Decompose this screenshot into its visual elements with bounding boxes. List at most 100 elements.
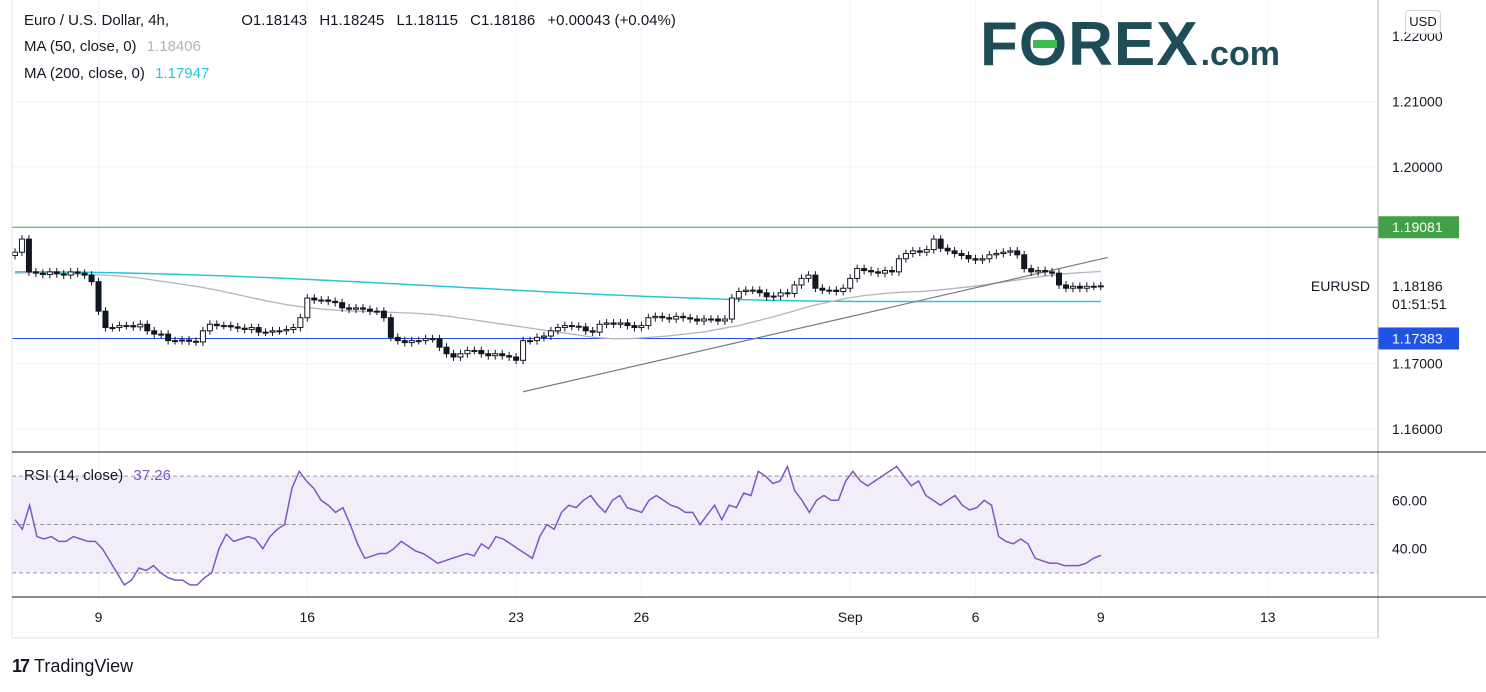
candle-body [144,323,151,332]
candle-body [854,268,861,279]
open-value: O1.18143 [241,12,308,29]
rsi-label: RSI (14, close) [24,467,124,484]
candle-body [784,292,791,295]
time-tick-label: 9 [95,609,103,625]
candle-body [944,247,951,252]
time-tick-label: 6 [972,609,980,625]
low-value: L1.18115 [396,12,458,29]
price-tick-label: 1.20000 [1392,159,1443,175]
candle-body [32,271,39,274]
forex-logo: FOREX.com [980,14,1280,76]
time-tick-label: 9 [1097,609,1105,625]
candle-body [875,271,882,274]
candle-body [937,238,944,249]
candle-body [373,310,380,313]
candle-body [88,274,95,283]
tradingview-logo[interactable]: 17 TradingView [12,656,133,677]
candle-body [756,289,763,294]
price-tick-label: 1.16000 [1392,421,1443,437]
candle-body [290,327,297,331]
candle-body [158,333,165,336]
candle-body [213,323,220,327]
candle-body [624,322,631,327]
candle-body [520,340,527,361]
rsi-legend[interactable]: RSI (14, close) 37.26 [24,467,171,484]
candle-body [457,353,464,358]
candle-body [499,353,506,357]
candle-body [610,322,617,325]
logo-suffix: .com [1200,35,1280,73]
logo-letter-f: F [980,10,1019,79]
candle-body [60,273,67,276]
candle-body [582,326,589,332]
candle-body [353,307,360,310]
candle-body [1035,270,1042,273]
candle-body [18,238,25,253]
rsi-tick-label: 40.00 [1392,541,1427,557]
level-label: 1.19081 [1392,219,1443,235]
candle-body [408,340,415,344]
candle-body [951,250,958,255]
candle-body [360,307,366,310]
candle-body [485,353,492,357]
candle-body [979,258,986,261]
candle-body [589,330,596,333]
price-tick-label: 1.17000 [1392,356,1443,372]
ma200-value: 1.17947 [155,65,210,82]
change-value: +0.00043 (+0.04%) [547,12,676,29]
candle-body [895,258,902,273]
candle-body [109,327,116,330]
candle-body [972,258,979,261]
candle-body [1090,285,1097,288]
candle-body [561,325,568,329]
candle-body [137,323,144,328]
candle-body [742,289,749,293]
candle-body [540,335,547,338]
candle-body [227,325,234,328]
candle-body [861,268,868,272]
candle-body [617,322,624,325]
candle-body [554,327,561,332]
candle-body [165,333,172,342]
candle-body [749,289,756,292]
candle-body [840,287,847,293]
currency-button[interactable]: USD [1405,10,1441,34]
level-label-bg [1378,327,1459,350]
candle-body [673,315,680,320]
last-price-label: 1.18186 [1392,278,1443,294]
candle-body [680,315,687,319]
candle-body [1042,270,1049,273]
candle-body [666,317,673,320]
candle-body [819,287,826,291]
candle-body [1000,251,1007,255]
candle-body [1049,271,1056,274]
candle-body [67,271,74,276]
candle-body [868,270,875,273]
candle-body [206,323,213,332]
candle-body [102,310,109,329]
candle-body [791,284,798,294]
ma200-legend[interactable]: MA (200, close, 0) 1.17947 [24,65,209,82]
time-tick-label: 16 [300,609,316,625]
candle-body [74,271,81,274]
ma50-legend[interactable]: MA (50, close, 0) 1.18406 [24,38,201,55]
candle-body [527,340,534,343]
candle-body [199,330,206,343]
candle-body [478,349,485,355]
candle-body [1062,284,1069,289]
candle-body [436,338,443,348]
candle-body [297,317,304,329]
candle-body [659,315,666,319]
logo-letters-rex: REX [1068,10,1199,79]
candle-body [652,315,659,319]
time-tick-label: 13 [1260,609,1276,625]
candle-body [276,330,283,333]
rsi-line [14,464,1102,586]
candle-body [721,318,728,322]
candle-body [1097,285,1104,288]
candle-body [95,281,102,312]
candle-body [596,323,603,333]
candle-body [888,270,895,273]
candle-body [186,339,192,342]
